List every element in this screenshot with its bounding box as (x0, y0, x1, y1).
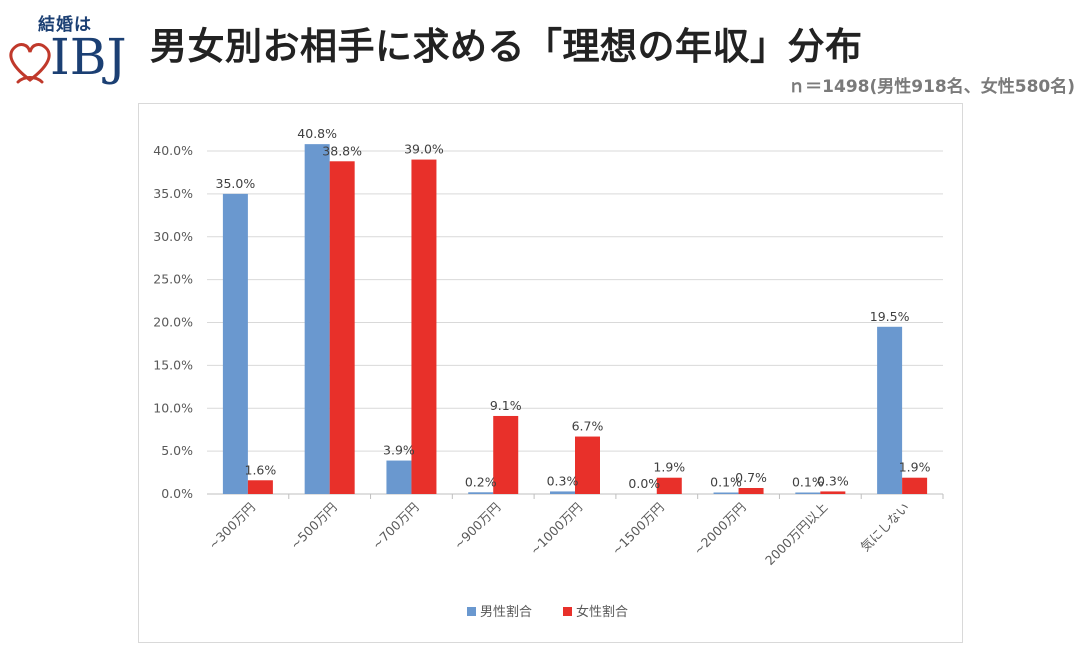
y-tick-label: 15.0% (153, 357, 193, 372)
logo-top-text: 結婚は (38, 15, 92, 35)
bar-female (820, 491, 846, 494)
heart-icon (9, 43, 51, 84)
x-category-label: ~300万円 (205, 500, 258, 553)
bar-female (656, 477, 682, 494)
data-label: 19.5% (870, 309, 910, 324)
bar-female (411, 159, 437, 494)
bar-male (795, 492, 821, 494)
logo-brand: IBJ (50, 28, 127, 86)
bar-female (493, 415, 519, 494)
data-label: 39.0% (404, 142, 444, 157)
legend-label: 女性割合 (576, 604, 628, 620)
x-category-label: 2000万円以上 (762, 500, 830, 568)
bar-male (550, 491, 575, 494)
ibj-logo: 結婚は IBJ (9, 8, 130, 98)
data-label: 6.7% (572, 419, 604, 434)
bar-male (877, 326, 903, 494)
y-tick-label: 10.0% (153, 400, 193, 415)
data-label: 0.2% (465, 474, 497, 489)
data-label: 0.7% (735, 470, 767, 485)
legend-swatch (467, 607, 476, 616)
y-tick-label: 40.0% (153, 143, 193, 158)
x-category-label: ~700万円 (369, 500, 422, 553)
data-label: 9.1% (490, 398, 522, 413)
page-title: 男女別お相手に求める「理想の年収」分布 (150, 25, 863, 68)
bar-female (329, 161, 355, 494)
data-label: 38.8% (322, 143, 362, 158)
data-label: 0.1% (710, 475, 742, 490)
bar-female (247, 480, 273, 494)
data-label: 40.8% (297, 126, 337, 141)
x-category-label: ~1500万円 (609, 500, 667, 558)
bar-female (902, 477, 928, 494)
bar-male (386, 460, 412, 494)
legend-label: 男性割合 (480, 604, 532, 620)
y-tick-label: 20.0% (153, 315, 193, 330)
bar-male (222, 193, 248, 494)
sample-size-note: ｎ＝1498(男性918名、女性580名) (788, 77, 1075, 97)
data-label: 0.0% (628, 476, 660, 491)
legend-swatch (563, 607, 572, 616)
data-label: 0.3% (547, 473, 579, 488)
chart-frame: 0.0% 5.0% 10.0% 15.0% 20.0% 25.0% 30.0% 35.0% 40… (138, 103, 963, 643)
x-category-label: 気にしない (857, 500, 912, 555)
y-tick-label: 5.0% (161, 443, 193, 458)
x-category-label: ~2000万円 (690, 500, 748, 558)
bar-male (304, 144, 330, 494)
bar-chart: 0.0% 5.0% 10.0% 15.0% 20.0% 25.0% 30.0% 35.0% 40… (153, 126, 944, 620)
bar-male (468, 492, 494, 494)
y-tick-label: 0.0% (161, 486, 193, 501)
data-label: 0.3% (817, 473, 849, 488)
data-label: 1.9% (899, 460, 931, 475)
y-tick-label: 30.0% (153, 229, 193, 244)
y-tick-label: 35.0% (153, 186, 193, 201)
data-label: 3.9% (383, 443, 415, 458)
x-category-label: ~900万円 (451, 500, 504, 553)
data-label: 0.1% (792, 475, 824, 490)
x-category-label: ~1000万円 (527, 500, 585, 558)
y-tick-label: 25.0% (153, 272, 193, 287)
data-label: 1.9% (653, 460, 685, 475)
bar-male (713, 492, 739, 494)
data-label: 35.0% (216, 176, 256, 191)
bar-female (575, 436, 600, 494)
bar-female (738, 487, 764, 494)
data-label: 1.6% (245, 462, 277, 477)
x-category-label: ~500万円 (287, 500, 340, 553)
